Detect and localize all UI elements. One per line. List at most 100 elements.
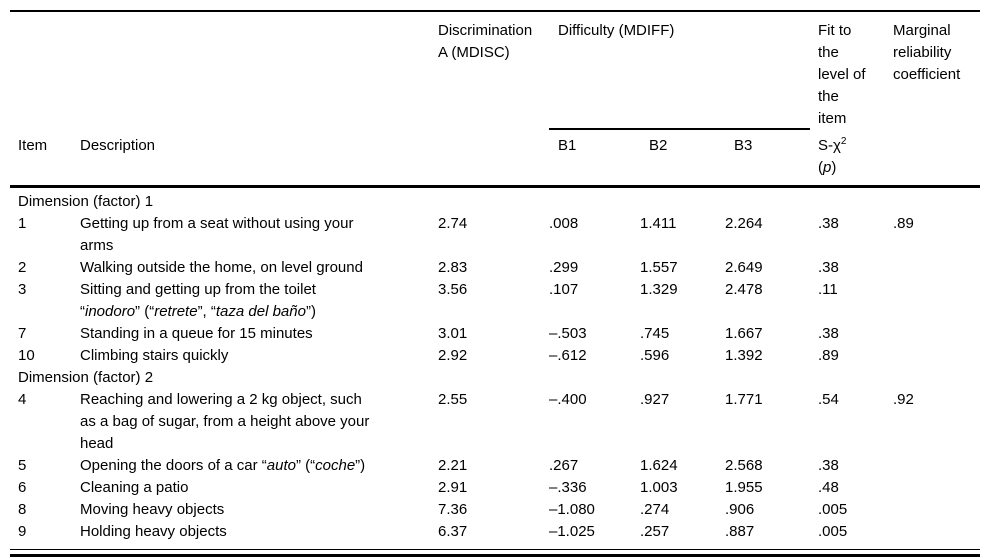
cell-discrimination: 2.91: [438, 479, 468, 496]
table-row: 3 Sitting and getting up from the toilet “…: [10, 279, 980, 323]
s-chi-superscript: 2: [840, 136, 847, 147]
table-row: 5 Opening the doors of a car “auto” (“coc…: [10, 455, 980, 477]
cell-discrimination: 2.55: [438, 391, 468, 408]
description-segment: ” (“: [295, 457, 316, 474]
cell-s-chi-p: .89: [818, 347, 839, 364]
description-italic-segment: coche: [315, 457, 356, 474]
description-segment: ”): [355, 457, 366, 474]
table-row: 10 Climbing stairs quickly 2.92 –.612 .596 1.…: [10, 345, 980, 367]
header-spacer: [10, 11, 438, 130]
cell-description: Opening the doors of a car “auto” (“coch…: [80, 455, 438, 477]
description-italic-segment: taza del baño: [215, 303, 306, 320]
cell-s-chi-p: .38: [818, 457, 839, 474]
cell-marginal-reliability: [893, 499, 980, 521]
column-header-description: Description: [80, 137, 156, 154]
cell-marginal-reliability: [893, 257, 980, 279]
description-segment: Reaching and lowering a 2 kg object, suc…: [80, 391, 362, 408]
p-symbol: p: [823, 159, 832, 176]
cell-b2: 1.624: [640, 457, 678, 474]
table-row: 9 Holding heavy objects 6.37 –1.025 .257 .887…: [10, 521, 980, 550]
p-open-paren: (: [818, 159, 823, 176]
description-segment: ”): [305, 303, 316, 320]
table-body: Dimension (factor) 1 1 Getting up from a s…: [10, 185, 980, 550]
cell-discrimination: 2.83: [438, 259, 468, 276]
cell-description: Holding heavy objects: [80, 521, 438, 550]
cell-marginal-reliability: [893, 477, 980, 499]
cell-b3: 2.649: [725, 259, 763, 276]
cell-b3: 1.955: [725, 479, 763, 496]
cell-b1: .008: [549, 215, 579, 232]
cell-b3: 2.568: [725, 457, 763, 474]
section-label: Dimension (factor) 2: [18, 369, 154, 386]
cell-item-number: 6: [18, 479, 27, 496]
description-segment: Walking outside the home, on level groun…: [80, 259, 363, 276]
cell-description: Walking outside the home, on level groun…: [80, 257, 438, 279]
cell-marginal-reliability: [893, 345, 980, 367]
cell-s-chi-p: .005: [818, 523, 848, 540]
description-segment: Holding heavy objects: [80, 523, 227, 540]
cell-marginal-reliability: [893, 323, 980, 345]
column-header-difficulty: Difficulty (MDIFF): [549, 11, 818, 130]
cell-marginal-reliability: [893, 455, 980, 477]
cell-discrimination: 2.21: [438, 457, 468, 474]
table-row: 7 Standing in a queue for 15 minutes 3.01 –…: [10, 323, 980, 345]
cell-item-number: 8: [18, 501, 27, 518]
table-row: 2 Walking outside the home, on level grou…: [10, 257, 980, 279]
table-header: Discrimination A (MDISC) Difficulty (MDIF…: [10, 11, 980, 187]
description-segment: arms: [80, 237, 114, 254]
cell-b2: .257: [640, 523, 670, 540]
cell-marginal-reliability: [893, 521, 980, 550]
cell-marginal-reliability: .89: [893, 215, 914, 232]
cell-description: Standing in a queue for 15 minutes: [80, 323, 438, 345]
cell-description: Getting up from a seat without using you…: [80, 213, 438, 257]
description-line: Climbing stairs quickly: [80, 345, 438, 367]
cell-b3: 1.667: [725, 325, 763, 342]
column-header-marginal-reliability: Marginal reliability coefficient: [893, 22, 961, 83]
cell-item-number: 10: [18, 347, 35, 364]
table-row: 8 Moving heavy objects 7.36 –1.080 .274 .906.…: [10, 499, 980, 521]
cell-b1: –1.080: [549, 501, 595, 518]
cell-b2: .745: [640, 325, 670, 342]
description-segment: ”, “: [197, 303, 216, 320]
cell-s-chi-p: .38: [818, 215, 839, 232]
description-segment: Climbing stairs quickly: [80, 347, 229, 364]
section-row: Dimension (factor) 1: [10, 185, 980, 213]
description-line: Opening the doors of a car “auto” (“coch…: [80, 455, 438, 477]
description-line: head: [80, 433, 438, 455]
cell-b1: –.400: [549, 391, 587, 408]
column-header-b1: B1: [558, 137, 577, 154]
cell-b3: 1.392: [725, 347, 763, 364]
cell-s-chi-p: .005: [818, 501, 848, 518]
cell-description: Cleaning a patio: [80, 477, 438, 499]
cell-discrimination: 3.56: [438, 281, 468, 298]
section-row: Dimension (factor) 2: [10, 367, 980, 389]
cell-item-number: 4: [18, 391, 27, 408]
irt-parameters-table-wrap: Discrimination A (MDISC) Difficulty (MDIF…: [10, 10, 980, 557]
cell-discrimination: 7.36: [438, 501, 468, 518]
column-header-b3: B3: [734, 137, 753, 154]
header-row-columns: Item Description B1 B2 B3 S-χ2 (p): [10, 130, 980, 187]
description-line: Walking outside the home, on level groun…: [80, 257, 438, 279]
description-line: Sitting and getting up from the toilet: [80, 279, 438, 301]
column-header-s-chi-square: S-χ2 (p): [818, 130, 893, 187]
column-header-discrimination: Discrimination A (MDISC): [438, 22, 533, 61]
table-bottom-rule: [10, 554, 980, 557]
description-line: “inodoro” (“retrete”, “taza del baño”): [80, 301, 438, 323]
section-label: Dimension (factor) 1: [10, 185, 980, 213]
cell-description: Climbing stairs quickly: [80, 345, 438, 367]
cell-b2: 1.557: [640, 259, 678, 276]
description-italic-segment: retrete: [154, 303, 198, 320]
cell-item-number: 3: [18, 281, 27, 298]
description-segment: Opening the doors of a car “: [80, 457, 267, 474]
description-segment: Getting up from a seat without using you…: [80, 215, 354, 232]
column-header-item: Item: [18, 137, 48, 154]
cell-item-number: 7: [18, 325, 27, 342]
table-row: 1 Getting up from a seat without using yo…: [10, 213, 980, 257]
difficulty-spanner-label: Difficulty (MDIFF): [558, 22, 675, 39]
cell-s-chi-p: .54: [818, 391, 839, 408]
cell-b3: .887: [725, 523, 755, 540]
cell-item-number: 9: [18, 523, 27, 540]
description-line: Reaching and lowering a 2 kg object, suc…: [80, 389, 438, 411]
cell-discrimination: 2.92: [438, 347, 468, 364]
description-line: Moving heavy objects: [80, 499, 438, 521]
